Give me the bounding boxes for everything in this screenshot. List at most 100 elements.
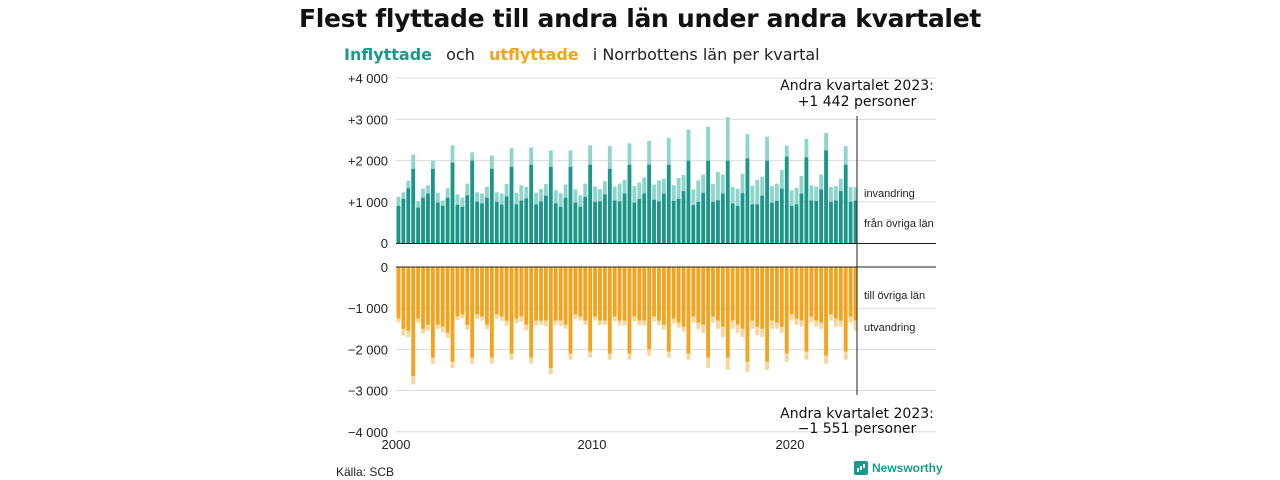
bar-fran-ovriga-lan [396,205,401,243]
outflow-bars [396,267,858,385]
bar-till-ovriga-lan [588,267,593,352]
bar-utvandring [583,320,588,325]
bar-fran-ovriga-lan [426,193,430,243]
bar-invandring [627,143,632,165]
bar-utvandring [499,316,504,321]
bar-fran-ovriga-lan [558,206,563,243]
bar-fran-ovriga-lan [779,188,784,243]
bar-till-ovriga-lan [632,267,637,317]
bar-utvandring [676,322,681,328]
bar-till-ovriga-lan [401,267,406,329]
bar-invandring [804,138,809,158]
bar-till-ovriga-lan [524,267,529,325]
bar-fran-ovriga-lan [725,160,730,243]
annotation-bottom-line2: −1 551 personer [798,421,917,437]
bar-till-ovriga-lan [799,267,804,321]
bar-utvandring [666,351,671,358]
bar-invandring [416,200,421,208]
bar-till-ovriga-lan [819,267,824,323]
bar-fran-ovriga-lan [480,203,484,243]
bar-fran-ovriga-lan [607,168,612,243]
bar-till-ovriga-lan [730,267,735,321]
bar-till-ovriga-lan [735,267,740,325]
bar-fran-ovriga-lan [784,156,789,243]
bar-fran-ovriga-lan [602,194,607,243]
bar-invandring [548,150,553,167]
bar-till-ovriga-lan [647,267,652,350]
bar-till-ovriga-lan [657,267,661,321]
bar-utvandring [573,314,578,319]
bar-till-ovriga-lan [725,267,730,358]
bar-utvandring [593,316,597,321]
source-note: Källa: SCB [336,465,395,479]
bar-till-ovriga-lan [794,267,799,319]
bar-invandring [529,147,534,165]
bar-utvandring [401,328,406,336]
bar-invandring [652,184,656,200]
bar-utvandring [548,367,553,375]
bar-utvandring [430,357,435,364]
bar-till-ovriga-lan [711,267,715,317]
bar-invandring [519,185,524,201]
bar-till-ovriga-lan [829,267,833,315]
bar-utvandring [421,328,425,334]
bar-invandring [809,185,814,201]
bar-till-ovriga-lan [642,267,647,321]
bar-utvandring [563,324,568,329]
bar-till-ovriga-lan [765,267,769,362]
bar-invandring [607,146,612,169]
bar-invandring [568,150,573,167]
bar-fran-ovriga-lan [691,205,696,243]
bar-utvandring [445,332,450,338]
bar-invandring [553,190,558,204]
bar-fran-ovriga-lan [440,205,445,243]
bar-invandring [465,183,470,196]
bar-invandring [617,183,622,202]
bar-till-ovriga-lan [760,267,765,329]
bar-invandring [789,190,794,206]
bar-invandring [824,132,828,151]
bar-invandring [612,186,617,201]
bar-fran-ovriga-lan [833,200,838,243]
bar-invandring [435,192,440,203]
bar-utvandring [779,326,784,333]
bar-till-ovriga-lan [774,267,779,323]
bar-invandring [725,117,730,161]
bar-invandring [799,175,804,194]
x-tick: 2010 [578,437,607,452]
bar-fran-ovriga-lan [853,200,858,243]
bar-utvandring [681,326,686,332]
bar-till-ovriga-lan [617,267,622,321]
bar-fran-ovriga-lan [416,207,421,243]
bar-fran-ovriga-lan [622,193,627,243]
bar-till-ovriga-lan [470,267,475,358]
bar-invandring [671,185,676,201]
bar-invandring [588,145,593,165]
bar-utvandring [642,320,647,326]
bar-fran-ovriga-lan [509,166,514,243]
bar-invandring [622,179,627,194]
bar-invandring [829,186,833,202]
bar-utvandring [578,316,583,321]
bar-utvandring [514,318,519,324]
bar-utvandring [568,353,573,360]
bar-invandring [593,186,597,202]
label-fran-ovriga-lan: från övriga län [864,218,934,230]
bar-fran-ovriga-lan [568,166,573,243]
series-labels: invandring från övriga län till övriga län… [864,188,934,334]
bar-utvandring [465,324,470,330]
bar-utvandring [804,351,809,360]
bar-fran-ovriga-lan [774,200,779,243]
y-tick-top: +1 000 [348,195,388,210]
bar-invandring [396,196,401,206]
chart-title: Flest flyttade till andra län under andr… [298,4,982,33]
y-tick-bottom: −1 000 [348,301,388,316]
bar-utvandring [814,320,819,327]
bar-till-ovriga-lan [784,267,789,354]
bar-invandring [406,180,411,189]
bar-till-ovriga-lan [809,267,814,317]
bar-invandring [534,192,538,205]
bar-fran-ovriga-lan [563,197,568,243]
bar-fran-ovriga-lan [421,197,425,243]
bar-till-ovriga-lan [691,267,696,317]
